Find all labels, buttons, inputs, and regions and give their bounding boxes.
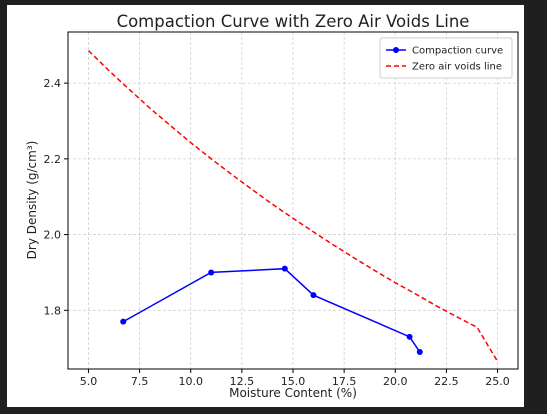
legend-box <box>379 37 513 79</box>
chart-title: Compaction Curve with Zero Air Voids Lin… <box>117 12 470 31</box>
compaction-curve-point <box>406 333 413 340</box>
y-tick-label: 2.0 <box>44 229 62 242</box>
compaction-curve-point <box>281 265 288 272</box>
chart-figure: Compaction Curve with Zero Air Voids Lin… <box>7 5 524 407</box>
legend-label-compaction-curve: Compaction curve <box>412 46 503 57</box>
y-axis: 1.8 2.0 2.2 2.4 <box>44 77 68 317</box>
x-tick-label: 17.5 <box>332 375 357 388</box>
compaction-curve-point <box>310 292 317 299</box>
compaction-curve-point <box>120 318 127 325</box>
grid <box>68 32 518 369</box>
x-tick-label: 15.0 <box>281 375 306 388</box>
legend-label-zero-air-voids-line: Zero air voids line <box>412 62 502 73</box>
compaction-curve-point <box>416 348 423 355</box>
x-tick-label: 7.5 <box>131 375 149 388</box>
zero-air-voids-line-line <box>87 50 499 362</box>
x-tick-label: 25.0 <box>485 375 510 388</box>
x-axis: 5.0 7.5 10.0 12.5 15.0 17.5 20.0 22.5 25.0 <box>80 369 510 388</box>
compaction-chart: Compaction Curve with Zero Air Voids Lin… <box>25 12 519 400</box>
series-layer <box>87 50 499 362</box>
compaction-curve-line <box>122 267 421 353</box>
y-tick-label: 2.2 <box>44 153 62 166</box>
legend-marker-compaction-curve <box>393 47 399 53</box>
x-tick-label: 10.0 <box>178 375 203 388</box>
x-axis-label: Moisture Content (%) <box>229 386 357 400</box>
x-tick-label: 22.5 <box>434 375 459 388</box>
y-tick-label: 1.8 <box>44 304 62 317</box>
y-tick-label: 2.4 <box>44 77 62 90</box>
x-tick-label: 12.5 <box>230 375 255 388</box>
x-tick-label: 5.0 <box>80 375 98 388</box>
x-tick-label: 20.0 <box>383 375 408 388</box>
y-axis-label: Dry Density (g/cm³) <box>25 141 39 260</box>
legend: Compaction curve Zero air voids line <box>379 37 513 79</box>
compaction-curve-point <box>208 269 215 276</box>
